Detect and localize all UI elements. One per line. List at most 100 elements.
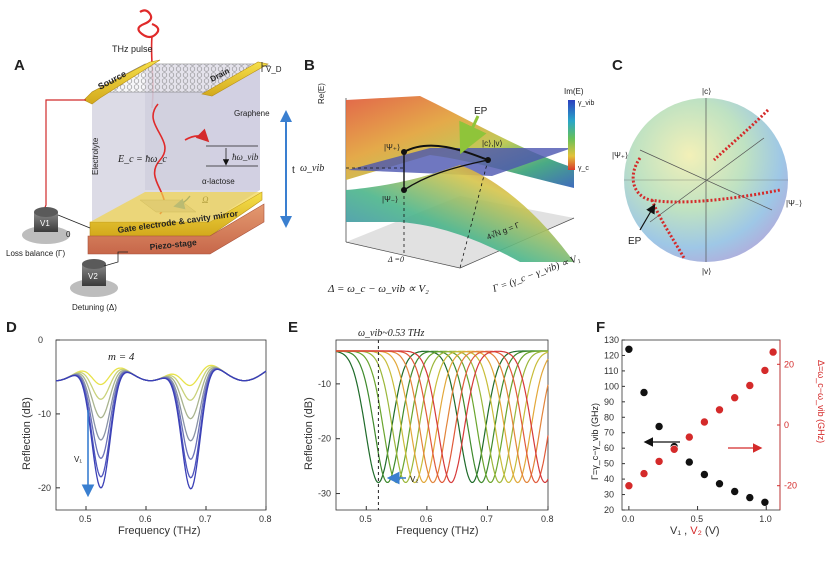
panel-b: B EP Re(E) ω_vib |Ψ₊⟩ |Ψ₋⟩ |c⟩,|v⟩ Δ =0 … bbox=[300, 57, 594, 295]
plot-e-frame bbox=[335, 339, 549, 511]
x-tick-label: 0.6 bbox=[420, 514, 433, 524]
panel-b-label: B bbox=[304, 57, 315, 74]
f-xlabel-unit: (V) bbox=[702, 525, 720, 537]
point-0-0 bbox=[624, 344, 634, 354]
plot-d-series bbox=[55, 364, 267, 490]
f-xlabel-b: V₂ bbox=[690, 525, 702, 537]
x-tick-label: 1.0 bbox=[759, 514, 772, 524]
point-1-3 bbox=[669, 444, 679, 454]
x-tick-label: 0.7 bbox=[480, 514, 493, 524]
e-annot: ω_vib~0.53 THz bbox=[358, 328, 424, 339]
point-1-9 bbox=[760, 366, 770, 375]
point-1-6 bbox=[715, 405, 724, 415]
panel-c: C |c⟩ |v⟩ |Ψ₊⟩ |Ψ₋⟩ EP bbox=[612, 57, 802, 276]
d-ylabel: Reflection (dB) bbox=[21, 397, 33, 470]
ec-label: E_c = ħω_c bbox=[117, 154, 167, 165]
y-tick-label: -30 bbox=[318, 489, 331, 499]
point-0-8 bbox=[745, 493, 755, 502]
f-xlabel: V₁ , V₂ (V) bbox=[670, 525, 720, 537]
im-e-label: Im(E) bbox=[564, 87, 584, 96]
cb-bot-label: γ_c bbox=[578, 165, 589, 172]
y-tick-label-right: 20 bbox=[784, 359, 794, 369]
point-0-5 bbox=[700, 470, 709, 479]
point-psi-minus bbox=[401, 187, 407, 193]
t-label: t bbox=[292, 165, 295, 176]
thz-pulse-wave bbox=[137, 9, 160, 39]
omega-vib-label: ω_vib bbox=[300, 163, 324, 174]
panel-d-label: D bbox=[6, 319, 17, 336]
knob-v1-label: V1 bbox=[40, 219, 50, 228]
point-0-4 bbox=[684, 457, 694, 467]
trajectory-2 bbox=[631, 157, 781, 204]
hw-vib-label: ħω_vib bbox=[232, 152, 259, 162]
v-label-c: |v⟩ bbox=[702, 267, 711, 276]
e-xlabel: Frequency (THz) bbox=[396, 525, 479, 537]
x-tick-label: 0.5 bbox=[79, 514, 92, 524]
y-tick-label-left: 60 bbox=[604, 443, 614, 453]
y-tick-label-left: 110 bbox=[604, 366, 618, 376]
x-tick-label: 0.8 bbox=[259, 514, 272, 524]
panel-a-label: A bbox=[14, 57, 25, 74]
ep-arrow bbox=[459, 115, 487, 155]
point-1-7 bbox=[730, 393, 740, 403]
point-1-8 bbox=[745, 381, 755, 390]
x-tick-label: 0.0 bbox=[622, 514, 635, 524]
x-tick-label: 0.6 bbox=[139, 514, 152, 524]
series-line-8 bbox=[336, 350, 549, 484]
point-1-0 bbox=[624, 481, 634, 491]
e-ylabel: Reflection (dB) bbox=[303, 397, 315, 470]
v2-label-e: V₂ bbox=[410, 475, 418, 484]
plot-f-series bbox=[624, 344, 778, 507]
ep-label-b: EP bbox=[474, 106, 488, 117]
y-tick-label: -20 bbox=[318, 434, 331, 444]
panel-f-label: F bbox=[596, 319, 605, 336]
x-tick-label: 0.8 bbox=[541, 514, 554, 524]
loss-balance-label: Loss balance (Γ) bbox=[6, 249, 65, 258]
plot-d-frame bbox=[55, 339, 267, 511]
thz-pulse-label: THz pulse bbox=[112, 44, 153, 54]
d-xlabel: Frequency (THz) bbox=[118, 525, 201, 537]
series-line-2 bbox=[336, 350, 548, 484]
point-0-7 bbox=[730, 487, 740, 496]
series-line-3 bbox=[336, 350, 548, 484]
lactose-label: α-lactose bbox=[202, 177, 235, 186]
panel-c-label: C bbox=[612, 57, 623, 74]
panel-f: F 0.0 0.5 1.0 20 30 40 50 60 70 80 90 100 110 120 130 -… bbox=[590, 319, 826, 537]
point-0-9 bbox=[760, 497, 770, 507]
knob-v2[interactable]: V2 bbox=[70, 259, 118, 297]
ep-label-c: EP bbox=[628, 236, 642, 247]
y-tick-label-left: 130 bbox=[604, 335, 619, 345]
x-tick-label: 0.5 bbox=[691, 514, 704, 524]
x-tick-label: 0.5 bbox=[359, 514, 372, 524]
plot-f-frame bbox=[621, 339, 781, 511]
colorbar bbox=[568, 100, 575, 170]
plot-e-series bbox=[335, 340, 549, 510]
psi-plus-label-b: |Ψ₊⟩ bbox=[384, 143, 400, 152]
plot-e-axes: 0.5 0.6 0.7 0.8 -10 -20 -30 bbox=[318, 379, 554, 524]
detuning-label: Detuning (Δ) bbox=[72, 303, 117, 312]
point-1-10 bbox=[768, 347, 778, 357]
f-ylabel-right: Δ=ω_c−ω_vib (GHz) bbox=[816, 360, 826, 443]
plot-d-axes: 0.5 0.6 0.7 0.8 0 -10 -20 bbox=[38, 335, 272, 524]
drain-electrode bbox=[201, 61, 269, 97]
series-line-0 bbox=[335, 350, 548, 484]
knob-v1[interactable]: V1 bbox=[22, 207, 70, 244]
y-tick-label-left: 70 bbox=[604, 428, 614, 438]
y-tick-label-left: 90 bbox=[604, 397, 614, 407]
panel-e: E 0.5 0.6 0.7 0.8 -10 -20 -30 ω_vib~0.53 THz V… bbox=[288, 319, 554, 537]
y-tick-label-right: -20 bbox=[784, 481, 797, 491]
knob-zero-label: 0 bbox=[66, 230, 71, 239]
y-tick-label: -20 bbox=[38, 483, 51, 493]
y-tick-label-left: 30 bbox=[604, 490, 614, 500]
vd-label: V_D bbox=[266, 65, 282, 74]
point-psi-plus bbox=[401, 149, 407, 155]
c-label-c: |c⟩ bbox=[702, 87, 711, 96]
point-0-6 bbox=[715, 479, 724, 489]
point-1-2 bbox=[654, 457, 664, 466]
series-line-1 bbox=[336, 350, 548, 484]
x-tick-label: 0.7 bbox=[199, 514, 212, 524]
delta-axis-label: Δ = ω_c − ω_vib ∝ V₂ bbox=[327, 283, 429, 295]
electrolyte-label: Electrolyte bbox=[91, 137, 100, 175]
y-tick-label-left: 50 bbox=[604, 459, 614, 469]
